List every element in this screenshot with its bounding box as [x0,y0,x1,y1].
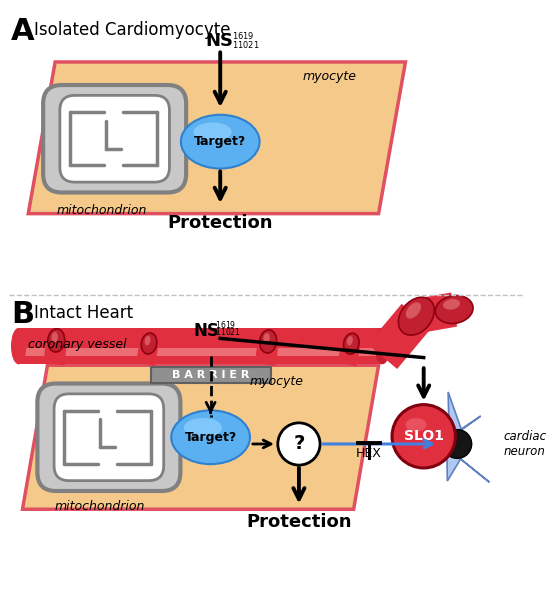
FancyBboxPatch shape [43,85,186,193]
Ellipse shape [181,115,259,169]
Polygon shape [337,341,342,365]
Polygon shape [408,293,451,300]
Text: ?: ? [293,434,305,452]
Text: B A R R I E R: B A R R I E R [172,370,250,380]
Text: NS: NS [206,32,234,50]
Ellipse shape [436,296,473,323]
Ellipse shape [193,122,232,142]
Text: myocyte: myocyte [302,70,357,83]
Ellipse shape [406,418,427,431]
Polygon shape [135,342,140,365]
Text: Isolated Cardiomyocyte: Isolated Cardiomyocyte [34,20,231,38]
Circle shape [278,423,320,465]
Ellipse shape [145,336,151,346]
Text: $^{1619}_{11021}$: $^{1619}_{11021}$ [232,32,259,52]
Text: mitochondrion: mitochondrion [57,204,147,217]
Text: B: B [11,300,34,329]
Ellipse shape [11,328,26,364]
Text: myocyte: myocyte [250,375,304,388]
Polygon shape [44,340,46,367]
Ellipse shape [184,418,222,437]
Ellipse shape [141,333,157,354]
Ellipse shape [263,333,270,344]
Polygon shape [136,342,158,366]
Polygon shape [254,340,258,366]
Text: cardiac
neuron: cardiac neuron [503,430,546,458]
Ellipse shape [443,299,460,310]
Text: Intact Heart: Intact Heart [34,304,133,322]
Text: Protection: Protection [167,214,273,232]
Bar [19,348,383,356]
Circle shape [443,430,472,458]
Text: $^{1619}_{11021}$: $^{1619}_{11021}$ [215,319,242,338]
Polygon shape [337,341,360,367]
Ellipse shape [51,332,58,343]
FancyBboxPatch shape [60,95,169,182]
Ellipse shape [347,336,353,346]
Ellipse shape [259,330,277,353]
Ellipse shape [48,329,65,352]
Bar [19,328,383,364]
Text: A: A [11,17,35,46]
Ellipse shape [375,328,390,364]
Text: Protection: Protection [246,513,352,531]
Text: HEX: HEX [356,447,382,460]
Ellipse shape [399,297,434,335]
Polygon shape [364,304,402,349]
Polygon shape [44,340,67,365]
Polygon shape [413,293,457,333]
Ellipse shape [406,302,421,319]
Circle shape [392,404,455,468]
Ellipse shape [171,410,250,464]
Polygon shape [255,340,279,365]
Text: coronary vessel: coronary vessel [28,338,127,350]
Text: mitochondrion: mitochondrion [54,500,145,512]
Polygon shape [28,62,406,214]
Text: Target?: Target? [184,431,237,444]
FancyBboxPatch shape [38,383,181,491]
Ellipse shape [343,333,359,354]
Text: Target?: Target? [194,135,246,148]
FancyBboxPatch shape [54,394,164,481]
Bar [151,367,270,383]
Polygon shape [368,304,431,369]
Text: NS: NS [193,322,219,340]
Polygon shape [412,392,490,482]
Polygon shape [23,365,379,509]
Text: SLO1: SLO1 [404,429,444,443]
